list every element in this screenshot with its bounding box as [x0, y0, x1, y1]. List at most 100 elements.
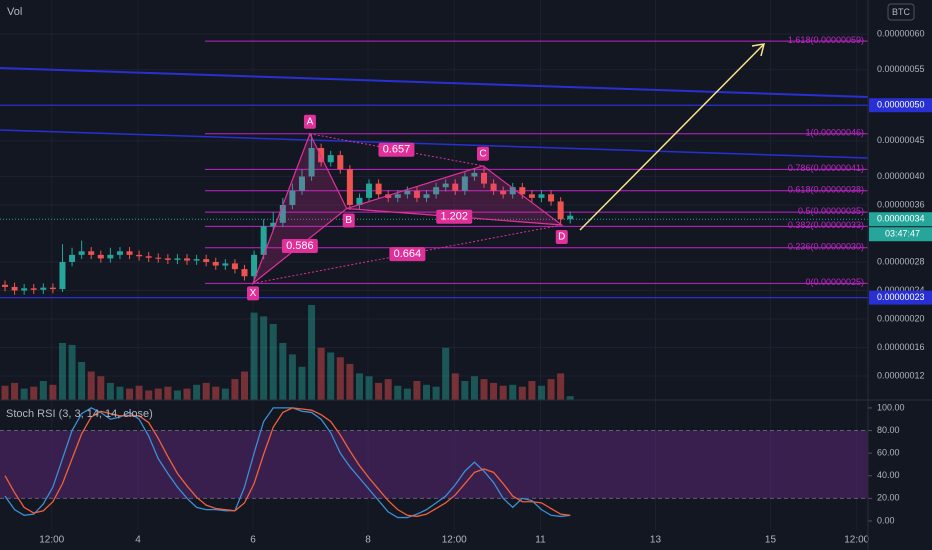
candle-body — [500, 190, 507, 195]
candle-body — [155, 257, 162, 259]
x-tick-label: 13 — [650, 535, 662, 546]
volume-bar — [298, 366, 306, 400]
candle-body — [174, 258, 181, 260]
x-tick-label: 4 — [135, 535, 141, 546]
volume-bar — [78, 362, 86, 400]
candle-body — [241, 269, 248, 277]
volume-bar — [308, 305, 316, 400]
candle-body — [251, 254, 258, 277]
candle-body — [481, 172, 487, 184]
x-tick-label: 12:00 — [844, 535, 869, 546]
volume-bar — [432, 386, 440, 400]
volume-bar — [145, 390, 153, 400]
candle-body — [423, 194, 430, 198]
price-line-label: 0.00000050 — [877, 100, 925, 110]
price-line-tag — [869, 98, 932, 113]
volume-bar — [547, 379, 555, 400]
ratio-label: 0.657 — [383, 144, 411, 156]
volume-bar — [537, 385, 545, 400]
volume-bar — [212, 386, 220, 400]
x-tick-label: 15 — [765, 535, 777, 546]
volume-bar — [193, 384, 201, 400]
candle-body — [136, 254, 143, 257]
volume-bar — [260, 316, 268, 400]
x-tick-label: 12:00 — [442, 535, 467, 546]
osc-tick-label: 40.00 — [877, 470, 900, 480]
candle-body — [346, 169, 353, 205]
candle-body — [528, 194, 535, 198]
candle-body — [59, 261, 66, 290]
volume-bar — [126, 388, 134, 400]
candle-body — [519, 187, 526, 195]
volume-bar — [279, 343, 287, 400]
candle-body — [116, 251, 123, 255]
candle-body — [433, 187, 440, 195]
fib-label: 0.618(0.00000038) — [788, 185, 864, 195]
candle-body — [394, 194, 401, 198]
y-tick-label: 0.00000060 — [877, 28, 925, 38]
candle-body — [270, 222, 277, 227]
volume-bar — [384, 379, 392, 400]
projection-arrow — [579, 43, 765, 231]
volume-bar — [509, 384, 517, 400]
fib-label: 0.5(0.00000035) — [798, 206, 864, 216]
pattern-point-label: C — [479, 148, 486, 159]
volume-bar — [413, 381, 421, 400]
volume-bar — [442, 347, 450, 400]
price-axis: 12:00 4 6 8 12:00 11 13 15 12:00 0.00000060 0.0000… — [39, 28, 932, 546]
ratio-tag — [281, 238, 318, 253]
candle-body — [88, 251, 95, 255]
candle-body — [145, 256, 152, 258]
volume-bar — [202, 382, 210, 400]
y-tick-label: 0.00000024 — [877, 285, 925, 295]
ratio-label: 0.586 — [286, 240, 314, 252]
pattern-point-label: X — [250, 288, 257, 299]
currency-box[interactable] — [887, 3, 915, 21]
candle-body — [404, 190, 411, 195]
volume-label: Vol — [7, 6, 22, 18]
currency[interactable]: BTC — [892, 7, 911, 17]
candle-body — [557, 201, 564, 220]
candle-body — [97, 254, 104, 259]
fib-label: 0.382(0.00000033) — [788, 220, 864, 230]
candle-body — [30, 288, 37, 290]
volume-bar — [461, 381, 469, 400]
candle-body — [2, 284, 8, 287]
candle-body — [21, 288, 28, 291]
fib-label: 0.786(0.00000041) — [788, 163, 864, 173]
volume-bar — [355, 373, 363, 400]
candle-body — [318, 147, 325, 163]
candle-body — [509, 187, 516, 195]
candle-body — [126, 251, 133, 255]
candle-body — [49, 287, 56, 290]
volume-bar — [365, 376, 373, 400]
candle-body — [184, 258, 191, 261]
volume-bar — [470, 376, 478, 400]
trendline — [0, 129, 869, 159]
volume-bar — [1, 385, 9, 400]
candle-body — [69, 254, 76, 262]
pattern-point — [476, 146, 489, 161]
y-tick-label: 0.00000016 — [877, 342, 925, 352]
candle-body — [279, 204, 286, 223]
candle-body — [308, 147, 315, 177]
grid — [0, 0, 868, 530]
x-tick-label: 8 — [365, 535, 371, 546]
volume-bar — [480, 379, 488, 400]
candle-body — [461, 176, 468, 191]
volume-bar — [116, 386, 124, 400]
pattern-point — [342, 213, 355, 228]
volume-bar — [451, 373, 459, 400]
last-price-label: 0.00000034 — [877, 214, 925, 224]
volume-bar — [528, 381, 536, 400]
volume-bar — [11, 382, 19, 400]
fib-label: 1.618(0.00000059) — [788, 35, 864, 45]
candle-body — [40, 287, 47, 290]
volume-bar — [231, 379, 239, 400]
ratio-label: 1.202 — [440, 211, 468, 223]
y-tick-label: 0.00000020 — [877, 313, 925, 323]
ratio-label: 0.664 — [394, 248, 422, 260]
x-tick-label: 12:00 — [39, 535, 64, 546]
candle-body — [375, 183, 382, 195]
candle-body — [78, 251, 85, 255]
